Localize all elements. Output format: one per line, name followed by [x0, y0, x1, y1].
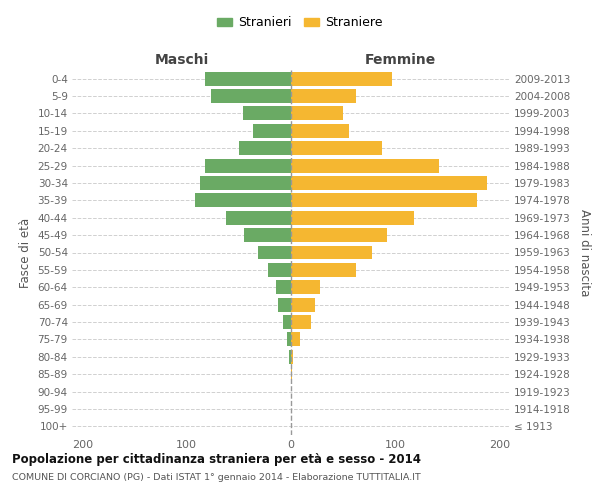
- Bar: [291, 176, 487, 190]
- Y-axis label: Fasce di età: Fasce di età: [19, 218, 32, 288]
- Bar: [291, 142, 382, 155]
- Bar: [243, 106, 291, 120]
- Bar: [291, 124, 349, 138]
- Bar: [291, 72, 392, 86]
- Bar: [291, 280, 320, 294]
- Bar: [211, 89, 291, 103]
- Bar: [291, 246, 373, 260]
- Text: COMUNE DI CORCIANO (PG) - Dati ISTAT 1° gennaio 2014 - Elaborazione TUTTITALIA.I: COMUNE DI CORCIANO (PG) - Dati ISTAT 1° …: [12, 472, 421, 482]
- Text: Popolazione per cittadinanza straniera per età e sesso - 2014: Popolazione per cittadinanza straniera p…: [12, 452, 421, 466]
- Bar: [291, 211, 414, 224]
- Bar: [268, 263, 291, 277]
- Bar: [289, 350, 291, 364]
- Bar: [278, 298, 291, 312]
- Bar: [291, 158, 439, 172]
- Bar: [291, 367, 292, 381]
- Bar: [291, 194, 476, 207]
- Bar: [253, 124, 291, 138]
- Bar: [291, 332, 301, 346]
- Bar: [257, 246, 291, 260]
- Text: Maschi: Maschi: [154, 52, 209, 66]
- Bar: [205, 72, 291, 86]
- Bar: [291, 106, 343, 120]
- Bar: [277, 280, 291, 294]
- Bar: [291, 228, 387, 242]
- Bar: [291, 315, 311, 329]
- Bar: [239, 142, 291, 155]
- Bar: [291, 298, 315, 312]
- Y-axis label: Anni di nascita: Anni di nascita: [578, 209, 591, 296]
- Bar: [287, 332, 291, 346]
- Bar: [195, 194, 291, 207]
- Bar: [291, 89, 356, 103]
- Bar: [291, 263, 356, 277]
- Bar: [291, 350, 293, 364]
- Bar: [226, 211, 291, 224]
- Bar: [200, 176, 291, 190]
- Text: Femmine: Femmine: [365, 52, 436, 66]
- Bar: [244, 228, 291, 242]
- Bar: [205, 158, 291, 172]
- Bar: [283, 315, 291, 329]
- Legend: Stranieri, Straniere: Stranieri, Straniere: [212, 11, 388, 34]
